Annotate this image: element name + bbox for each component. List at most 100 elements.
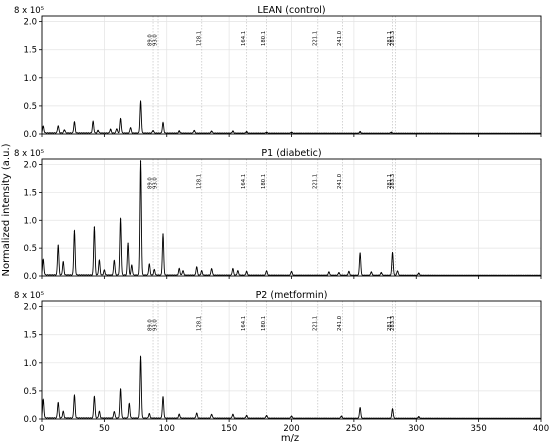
peak-point [103,270,105,272]
y-tick-label: 1.5 [23,331,37,341]
peak-point [153,269,155,272]
peak-point [338,272,340,274]
peak-point [370,272,372,274]
peak-point [131,265,133,267]
peak-point [196,267,198,269]
peak-annotation-label: 164.1 [241,31,247,46]
peak-annotation-label: 128.1 [196,316,202,331]
peak-point [113,411,115,413]
peak-point [178,414,180,416]
y-tick-label: 0.0 [23,130,37,140]
peak-annotation-label: 283.3 [390,174,396,189]
peak-point [42,126,44,128]
peak-point [348,271,350,273]
x-tick-label: 300 [408,424,424,434]
x-tick-label: 350 [471,424,487,434]
peak-point [57,245,59,247]
panel-3: 89.093.0 128.1 164.1 180.1 221.1 241.0 281.128… [14,290,549,434]
y-tick-label: 2.0 [23,303,37,313]
peak-point [98,411,100,413]
peak-point [148,413,150,416]
peak-point [232,414,234,416]
peak-point [290,132,293,134]
peak-point [178,268,180,270]
peak-point [340,416,342,418]
peak-point [73,395,76,397]
peak-point [232,131,234,133]
peak-point [97,130,99,132]
peak-point [119,389,122,391]
peak-annotation-label: 164.1 [241,316,247,331]
peak-annotation-label: 241.0 [337,315,343,331]
x-tick-label: 50 [99,424,110,434]
peak-point [418,273,420,275]
peak-point [148,264,150,266]
x-tick-label: 150 [221,424,237,434]
peak-point [211,131,213,133]
peak-annotation-label: 281.1 [387,31,393,46]
peak-point [162,234,164,236]
peak-point [380,272,382,274]
peak-point [128,403,130,405]
panel-title: LEAN (control) [257,5,325,16]
peak-point [119,218,122,220]
y-tick-label: 1.5 [23,188,37,198]
y-tick-label: 2.0 [23,18,37,28]
peak-point [73,230,76,233]
peak-annotation-label: 89.0 [148,34,154,46]
peak-point [245,415,248,417]
y-tick-label: 2.0 [23,161,37,171]
y-tick-label: 0.0 [23,415,37,425]
x-tick-label: 250 [346,424,362,434]
peak-annotation-label: 283.3 [390,316,396,331]
peak-point [119,118,122,120]
y-tick-label: 1.0 [23,216,37,226]
peak-point [396,270,399,273]
peak-point [129,127,132,129]
peak-point [265,132,268,134]
peak-point [237,270,239,273]
peak-point [57,126,59,128]
scale-factor-label: 8 x 10⁵ [14,6,44,16]
y-tick-label: 0.5 [23,387,37,397]
peak-point [57,402,59,404]
peak-point [110,129,112,131]
x-tick-label: 0 [39,424,44,434]
peak-point [328,272,330,274]
spectrum-line [41,160,542,276]
y-tick-label: 0.5 [23,244,37,254]
peak-point [290,416,293,418]
x-axis-label: m/z [281,433,299,444]
peak-point [193,130,195,132]
peak-point [359,407,361,409]
panel-title: P1 (diabetic) [261,148,321,159]
peak-point [113,260,115,262]
peak-annotation-label: 128.1 [196,31,202,46]
peak-annotation-label: 93.0 [153,34,159,46]
peak-point [390,132,392,134]
peak-point [290,271,293,273]
peak-point [265,270,268,273]
y-tick-label: 1.0 [23,359,37,369]
scale-factor-label: 8 x 10⁵ [14,149,44,159]
x-tick-label: 100 [159,424,175,434]
peak-point [232,268,234,270]
peak-point [93,396,95,398]
spectrum-line [41,355,542,419]
x-tick-label: 400 [533,424,549,434]
peak-point [201,270,203,273]
peak-point [265,415,268,417]
panel-2: 89.093.0 128.1 164.1 180.1 221.1 241.0 281.128… [14,148,542,282]
peak-point [245,271,248,273]
peak-annotation-label: 89.0 [148,177,154,189]
peak-point [62,411,64,413]
peak-point [245,131,248,133]
peak-annotation-label: 164.1 [241,174,247,189]
peak-annotation-label: 221.1 [312,31,318,46]
peak-point [73,122,76,124]
peak-point [418,416,420,418]
peak-annotation-label: 241.0 [337,30,343,46]
peak-point [359,131,361,133]
peak-point [42,399,44,402]
